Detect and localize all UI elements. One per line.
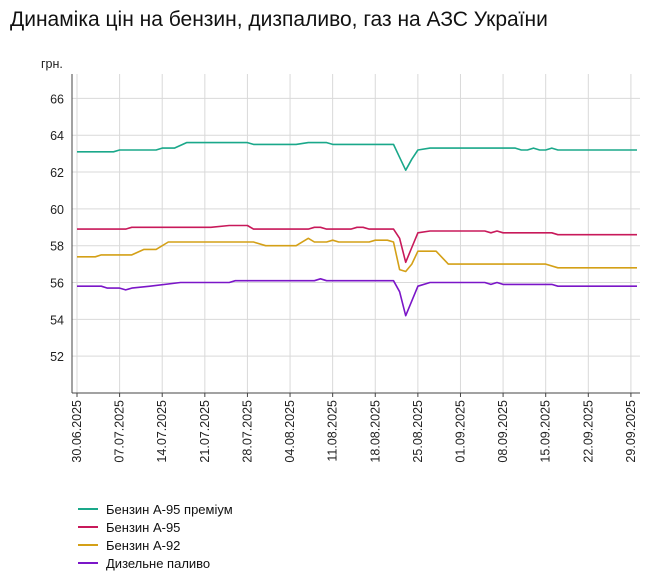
series-line: [77, 224, 637, 264]
legend-item: Бензин А-95 преміум: [78, 500, 233, 518]
chart-legend: Бензин А-95 преміум Бензин А-95 Бензин А-9…: [78, 500, 233, 572]
legend-item: Бензин А-92: [78, 536, 233, 554]
x-tick-label: 15.09.2025: [539, 400, 553, 463]
x-tick-label: 04.08.2025: [283, 400, 297, 463]
x-tick-label: 29.09.2025: [624, 400, 638, 463]
x-tick-label: 30.06.2025: [70, 400, 84, 463]
grid-lines: [72, 74, 640, 397]
x-tick-label: 01.09.2025: [453, 400, 467, 463]
legend-swatch: [78, 526, 98, 528]
y-tick-label: 62: [50, 166, 64, 180]
legend-label: Бензин А-92: [106, 537, 181, 553]
legend-swatch: [78, 562, 98, 564]
y-tick-label: 64: [50, 129, 64, 143]
legend-item: Дизельне паливо: [78, 554, 233, 572]
chart-title: Динаміка цін на бензин, дизпаливо, газ н…: [10, 8, 548, 31]
legend-item: Бензин А-95: [78, 518, 233, 536]
x-tick-label: 14.07.2025: [155, 400, 169, 463]
y-tick-label: 56: [50, 277, 64, 291]
y-tick-label: 58: [50, 240, 64, 254]
y-tick-label: 54: [50, 313, 64, 327]
y-tick-labels: 52 54 56 58 60 62 64 66: [50, 92, 64, 364]
x-tick-label: 28.07.2025: [240, 400, 254, 463]
series-line: [77, 141, 637, 171]
series-line: [77, 237, 637, 273]
y-tick-label: 60: [50, 203, 64, 217]
legend-label: Бензин А-95 преміум: [106, 501, 233, 517]
legend-label: Дизельне паливо: [106, 555, 211, 571]
x-tick-label: 25.08.2025: [411, 400, 425, 463]
x-tick-label: 21.07.2025: [198, 400, 212, 463]
series-line: [77, 277, 637, 317]
series-lines: [77, 141, 637, 317]
x-tick-labels: 30.06.2025 07.07.2025 14.07.2025 21.07.2025…: [70, 400, 638, 463]
x-tick-label: 11.08.2025: [326, 400, 340, 462]
x-tick-label: 18.08.2025: [368, 400, 382, 463]
legend-label: Бензин А-95: [106, 519, 181, 535]
x-tick-label: 08.09.2025: [496, 400, 510, 463]
x-tick-label: 22.09.2025: [581, 400, 595, 463]
x-tick-label: 07.07.2025: [113, 400, 127, 463]
legend-swatch: [78, 508, 98, 510]
legend-swatch: [78, 544, 98, 546]
y-tick-label: 66: [50, 92, 64, 106]
y-tick-label: 52: [50, 350, 64, 364]
y-axis-label: грн.: [41, 57, 63, 71]
